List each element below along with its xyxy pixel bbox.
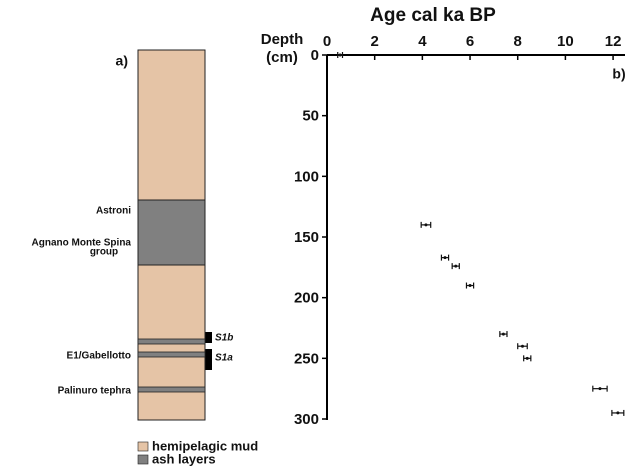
data-point [468,284,472,288]
y-tick-label: 250 [294,350,319,367]
x-tick-label: 4 [418,33,427,50]
legend-label: ash layers [152,451,216,466]
y-tick-label: 200 [294,290,319,307]
data-point [454,264,458,268]
y-axis-label: (cm) [266,49,298,66]
y-tick-label: 50 [302,108,319,125]
sapropel-label: S1a [215,353,233,364]
data-point [598,387,602,391]
legend-label: hemipelagic mud [152,438,258,453]
core-ash [137,351,206,358]
sapropel-label: S1b [215,333,233,344]
x-tick-label: 12 [605,33,622,50]
data-point [520,344,524,348]
y-tick-label: 0 [311,47,319,64]
core-ash [137,386,206,393]
x-tick-label: 10 [557,33,574,50]
tephra-label: Agnano Monte Spina [32,238,132,249]
legend-swatch [137,454,149,465]
tephra-label: E1/Gabellotto [67,351,131,362]
data-point [443,256,447,260]
y-tick-label: 100 [294,168,319,185]
x-tick-label: 2 [371,33,379,50]
data-point [525,356,529,360]
y-tick-label: 300 [294,411,319,428]
tephra-label: group [90,247,118,258]
legend-swatch [137,441,149,452]
sapropel-bar [205,332,212,343]
tephra-label: Astroni [96,206,131,217]
panel-label: b) [612,66,625,82]
y-tick-label: 150 [294,229,319,246]
data-point [424,223,428,227]
sapropel-bar [205,349,212,370]
core-ash [137,199,206,266]
data-point [338,53,342,57]
tephra-label: Palinuro tephra [58,386,132,397]
x-tick-label: 8 [514,33,522,50]
panel-label: a) [116,53,128,69]
data-point [501,332,505,336]
data-point [616,411,620,415]
y-axis-label: Depth [261,31,304,48]
x-tick-label: 0 [323,33,331,50]
chart-title: Age cal ka BP [370,5,496,26]
core-ash [137,338,206,345]
x-tick-label: 6 [466,33,474,50]
